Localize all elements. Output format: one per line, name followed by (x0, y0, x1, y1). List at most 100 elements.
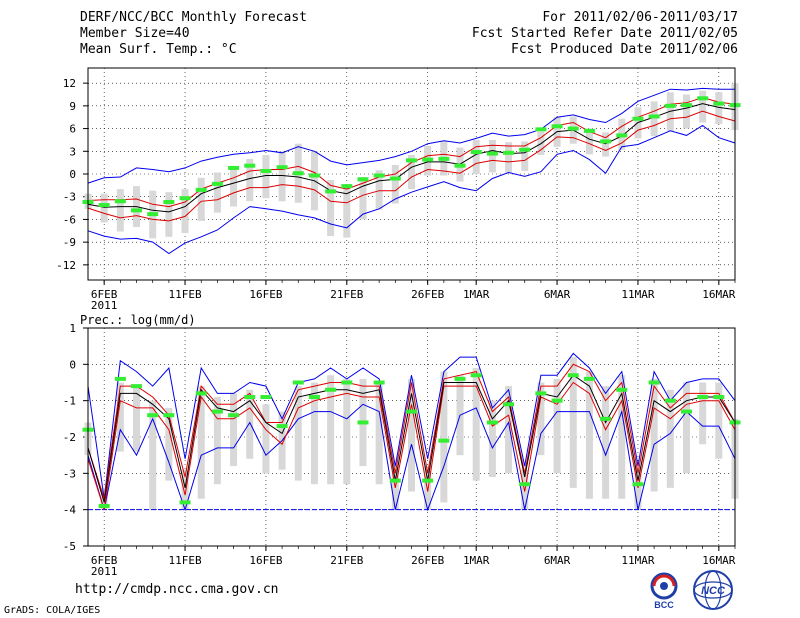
observation-marker (406, 409, 417, 414)
spread-bar (602, 132, 610, 157)
observation-marker (422, 478, 434, 483)
observation-marker (308, 395, 320, 400)
observation-marker (438, 156, 450, 161)
x-tick-label: 16MAR (702, 288, 735, 301)
x-tick-label: 21FEB (330, 288, 363, 301)
spread-bar (424, 466, 432, 510)
observation-marker (228, 413, 240, 418)
observation-marker (535, 127, 547, 132)
x-tick-label: 6MAR (544, 288, 571, 301)
observation-marker (244, 163, 256, 168)
y-tick-label: -12 (56, 259, 76, 272)
min-line (87, 124, 736, 255)
spread-bar (699, 382, 707, 445)
bcc-logo: BCC (650, 572, 678, 610)
spread-bar (197, 386, 205, 499)
spread-bar (294, 386, 302, 481)
observation-marker (632, 482, 644, 487)
y-tick-label: -6 (63, 213, 76, 226)
observation-marker (325, 387, 337, 392)
spread-bar (682, 94, 690, 129)
y-tick-label: -1 (63, 395, 76, 408)
x-tick-label: 26FEB (411, 554, 444, 567)
spread-bar (181, 469, 189, 510)
observation-marker (664, 103, 676, 108)
observation-marker (470, 373, 482, 378)
spread-bar (569, 357, 577, 488)
spread-bar (343, 185, 351, 238)
observation-marker (98, 504, 110, 509)
header-left: DERF/NCC/BCC Monthly Forecast Member Size… (80, 10, 307, 58)
panel-subtitle: Prec.: log(mm/d) (80, 313, 196, 327)
y-tick-label: -3 (63, 467, 76, 480)
observation-marker (648, 380, 660, 385)
x-tick-label: 6FEB (91, 288, 118, 301)
observation-marker (179, 196, 191, 201)
x-tick-year: 2011 (91, 299, 118, 312)
y-tick-label: 1 (69, 322, 76, 335)
spread-bar (181, 189, 189, 234)
lower-percentile-line (87, 381, 736, 510)
observation-marker (680, 103, 692, 108)
y-tick-label: 3 (69, 145, 76, 158)
spread-bar (310, 382, 318, 485)
observation-marker (211, 409, 223, 414)
observation-marker (163, 200, 175, 205)
observation-marker (648, 114, 660, 119)
max-line (87, 352, 736, 499)
observation-marker (583, 128, 595, 133)
chart-title: DERF/NCC/BCC Monthly Forecast (80, 10, 307, 25)
observation-marker (616, 133, 628, 138)
spread-bar (505, 142, 513, 173)
y-tick-label: 6 (69, 123, 76, 136)
upper-percentile-line (87, 363, 736, 499)
observation-marker (163, 413, 175, 418)
spread-bar (618, 375, 626, 499)
observation-marker (713, 101, 725, 106)
observation-marker (600, 139, 612, 144)
spread-bar (230, 393, 238, 467)
y-tick-label: -9 (63, 236, 76, 249)
observation-marker (260, 168, 272, 173)
y-tick-label: 9 (69, 100, 76, 113)
observation-marker (195, 187, 207, 192)
x-tick-label: 11MAR (621, 288, 654, 301)
observation-marker (454, 163, 466, 168)
observation-marker (713, 395, 725, 400)
observation-marker (535, 391, 547, 396)
observation-marker (616, 387, 628, 392)
source-url[interactable]: http://cmdp.ncc.cma.gov.cn (75, 582, 279, 597)
spread-bar (488, 400, 496, 477)
observation-marker (600, 416, 612, 421)
observation-marker (438, 438, 450, 443)
observation-marker (389, 478, 401, 483)
observation-marker (519, 482, 531, 487)
spread-bar (553, 378, 561, 474)
plot-frame (87, 327, 736, 547)
spread-bar (472, 367, 480, 481)
spread-bar (100, 193, 108, 223)
observation-marker (519, 147, 531, 152)
spread-bar (213, 172, 221, 213)
x-tick-label: 1MAR (463, 554, 490, 567)
spread-bar (408, 378, 415, 492)
upper-percentile-line (87, 96, 736, 208)
x-tick-label: 26FEB (411, 288, 444, 301)
x-tick-label: 16FEB (249, 554, 282, 567)
y-tick-label: 12 (63, 77, 76, 90)
observation-marker (147, 413, 159, 418)
spread-bar (537, 382, 545, 456)
spread-bar (602, 386, 610, 499)
observation-marker (406, 158, 417, 163)
spread-bar (666, 389, 674, 488)
spread-bar (359, 177, 367, 220)
spread-bar (246, 389, 254, 459)
observation-marker (260, 395, 272, 400)
spread-bar (116, 189, 124, 232)
observation-marker (697, 395, 709, 400)
x-tick-year: 2011 (91, 565, 118, 578)
spread-bar (278, 151, 286, 202)
observation-marker (373, 173, 385, 178)
spread-bar (585, 128, 593, 155)
observation-marker (583, 376, 595, 381)
